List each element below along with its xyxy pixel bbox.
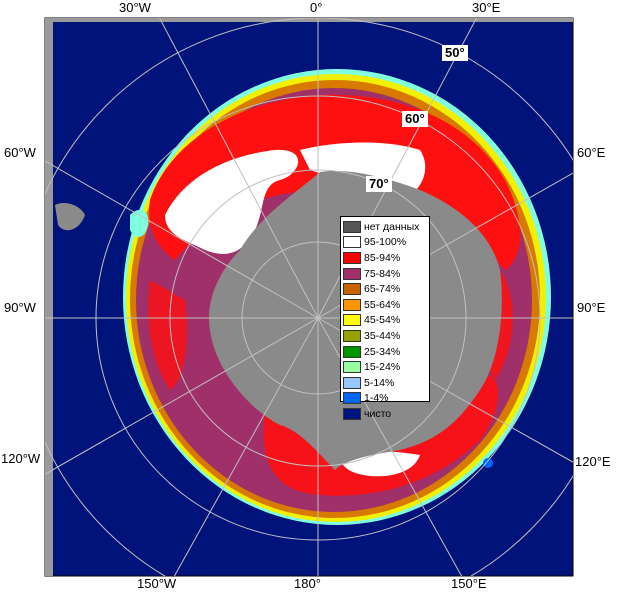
legend-item: 35-44% <box>343 328 427 344</box>
top-strip <box>45 18 573 22</box>
legend-label: 25-34% <box>364 345 401 358</box>
legend-swatch <box>343 361 361 374</box>
lon-label-120e: 120°E <box>575 454 611 469</box>
legend-label: 75-84% <box>364 267 401 280</box>
legend-item: 45-54% <box>343 313 427 329</box>
legend-item: 15-24% <box>343 359 427 375</box>
legend-label: 1-4% <box>364 392 389 405</box>
legend-item: 5-14% <box>343 375 427 391</box>
legend-swatch <box>343 407 361 420</box>
lat-label-50: 50° <box>442 45 468 61</box>
legend-swatch <box>343 283 361 296</box>
legend-item: 75-84% <box>343 266 427 282</box>
legend-item: чисто <box>343 406 427 422</box>
legend-item: 85-94% <box>343 250 427 266</box>
lon-label-150w: 150°W <box>137 576 177 591</box>
lon-label-30e: 30°E <box>472 0 501 15</box>
legend-item: нет данных <box>343 219 427 235</box>
legend-swatch <box>343 314 361 327</box>
legend-swatch <box>343 298 361 311</box>
lon-label-90e: 90°E <box>577 300 606 315</box>
lon-label-120w: 120°W <box>1 451 41 466</box>
legend-label: нет данных <box>364 220 420 233</box>
legend-label: 85-94% <box>364 251 401 264</box>
legend-label: 45-54% <box>364 314 401 327</box>
legend-label: 35-44% <box>364 329 401 342</box>
legend-item: 1-4% <box>343 391 427 407</box>
legend-swatch <box>343 267 361 280</box>
legend-swatch <box>343 251 361 264</box>
lon-label-0: 0° <box>310 0 323 15</box>
lon-label-150e: 150°E <box>451 576 487 591</box>
legend-item: 55-64% <box>343 297 427 313</box>
lon-label-30w: 30°W <box>119 0 151 15</box>
legend-swatch <box>343 345 361 358</box>
legend-item: 95-100% <box>343 235 427 251</box>
lon-label-60e: 60°E <box>577 145 606 160</box>
legend-label: 5-14% <box>364 376 395 389</box>
blue-ice-patch <box>483 458 493 468</box>
left-strip <box>45 18 53 576</box>
legend-swatch <box>343 392 361 405</box>
legend-swatch <box>343 329 361 342</box>
legend-swatch <box>343 236 361 249</box>
legend-label: 95-100% <box>364 236 407 249</box>
lon-label-90w: 90°W <box>4 300 36 315</box>
lon-label-60w: 60°W <box>4 145 36 160</box>
legend-swatch <box>343 220 361 233</box>
legend-label: 65-74% <box>364 283 401 296</box>
legend-item: 25-34% <box>343 344 427 360</box>
legend-item: 65-74% <box>343 281 427 297</box>
peninsula-edge <box>130 209 149 237</box>
legend-label: 55-64% <box>364 298 401 311</box>
lat-label-60: 60° <box>402 111 428 127</box>
legend-label: чисто <box>364 407 392 420</box>
lon-label-180: 180° <box>294 576 321 591</box>
legend-label: 15-24% <box>364 361 401 374</box>
legend-swatch <box>343 376 361 389</box>
south-america-fragment <box>55 203 85 231</box>
lat-label-70: 70° <box>366 176 392 192</box>
concentration-legend: нет данных 95-100% 85-94% 75-84% 65-74% 55-64… <box>340 216 430 420</box>
ice-white-weddell <box>165 149 299 254</box>
